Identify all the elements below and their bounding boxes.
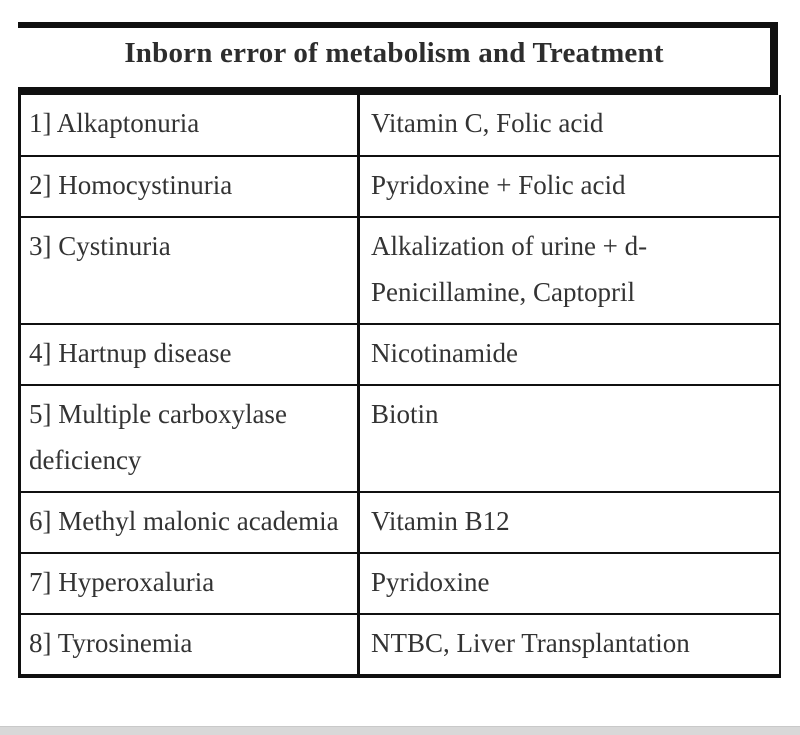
table-row: 2] Homocystinuria Pyridoxine + Folic aci…	[19, 155, 780, 217]
treatment-cell: Pyridoxine	[358, 552, 780, 614]
treatment-table: 1] Alkaptonuria Vitamin C, Folic acid 2]…	[18, 95, 781, 678]
disease-cell: 8] Tyrosinemia	[19, 613, 360, 676]
table-row: 3] Cystinuria Alkalization of urine + d-…	[19, 216, 780, 324]
disease-cell: 7] Hyperoxaluria	[19, 552, 360, 614]
treatment-cell: Pyridoxine + Folic acid	[358, 155, 780, 217]
bottom-edge-strip	[0, 726, 800, 735]
table-row: 5] Multiple carboxylase deficiency Bioti…	[19, 384, 780, 492]
disease-cell: 4] Hartnup disease	[19, 323, 360, 385]
table-row: 6] Methyl malonic academia Vitamin B12	[19, 491, 780, 553]
page-title: Inborn error of metabolism and Treatment	[124, 37, 664, 69]
table-row: 8] Tyrosinemia NTBC, Liver Transplantati…	[19, 613, 780, 676]
document-content: Inborn error of metabolism and Treatment…	[18, 22, 781, 678]
disease-cell: 2] Homocystinuria	[19, 155, 360, 217]
disease-cell: 5] Multiple carboxylase deficiency	[19, 384, 360, 492]
treatment-cell: Nicotinamide	[358, 323, 780, 385]
treatment-cell: Vitamin B12	[358, 491, 780, 553]
title-box: Inborn error of metabolism and Treatment	[18, 22, 778, 95]
treatment-cell: Biotin	[358, 384, 780, 492]
table-row: 4] Hartnup disease Nicotinamide	[19, 323, 780, 385]
table-row: 1] Alkaptonuria Vitamin C, Folic acid	[19, 95, 780, 156]
treatment-cell: NTBC, Liver Transplantation	[358, 613, 780, 676]
treatment-cell: Vitamin C, Folic acid	[371, 108, 604, 138]
treatment-cell: Alkalization of urine + d-Penicillamine,…	[358, 216, 780, 324]
disease-cell: 6] Methyl malonic academia	[19, 491, 360, 553]
disease-cell: 3] Cystinuria	[19, 216, 360, 324]
disease-cell: 1] Alkaptonuria	[19, 95, 360, 156]
table-row: 7] Hyperoxaluria Pyridoxine	[19, 552, 780, 614]
